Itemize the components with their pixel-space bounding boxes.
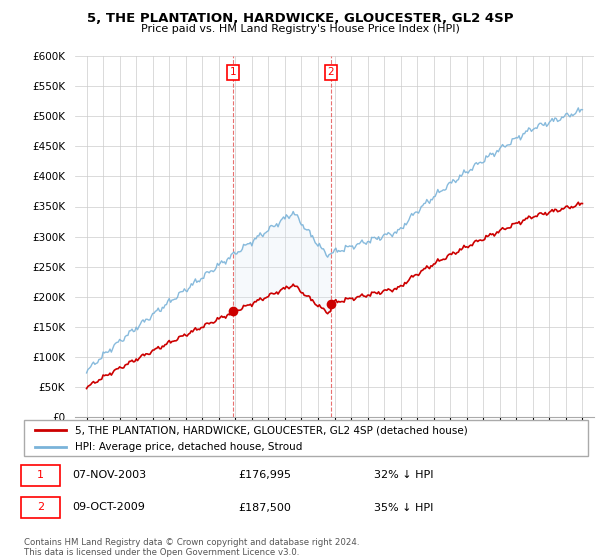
Text: HPI: Average price, detached house, Stroud: HPI: Average price, detached house, Stro… [75,442,302,452]
Text: 35% ↓ HPI: 35% ↓ HPI [374,502,433,512]
Text: Contains HM Land Registry data © Crown copyright and database right 2024.
This d: Contains HM Land Registry data © Crown c… [24,538,359,557]
Text: £176,995: £176,995 [238,470,292,480]
Text: 1: 1 [230,67,236,77]
Text: 5, THE PLANTATION, HARDWICKE, GLOUCESTER, GL2 4SP (detached house): 5, THE PLANTATION, HARDWICKE, GLOUCESTER… [75,425,467,435]
Text: 32% ↓ HPI: 32% ↓ HPI [374,470,433,480]
Text: 2: 2 [328,67,334,77]
FancyBboxPatch shape [21,464,59,486]
Text: Price paid vs. HM Land Registry's House Price Index (HPI): Price paid vs. HM Land Registry's House … [140,24,460,34]
Text: 07-NOV-2003: 07-NOV-2003 [72,470,146,480]
Text: 09-OCT-2009: 09-OCT-2009 [72,502,145,512]
Text: £187,500: £187,500 [238,502,291,512]
FancyBboxPatch shape [21,497,59,519]
Text: 1: 1 [37,470,44,480]
Text: 2: 2 [37,502,44,512]
Text: 5, THE PLANTATION, HARDWICKE, GLOUCESTER, GL2 4SP: 5, THE PLANTATION, HARDWICKE, GLOUCESTER… [87,12,513,25]
